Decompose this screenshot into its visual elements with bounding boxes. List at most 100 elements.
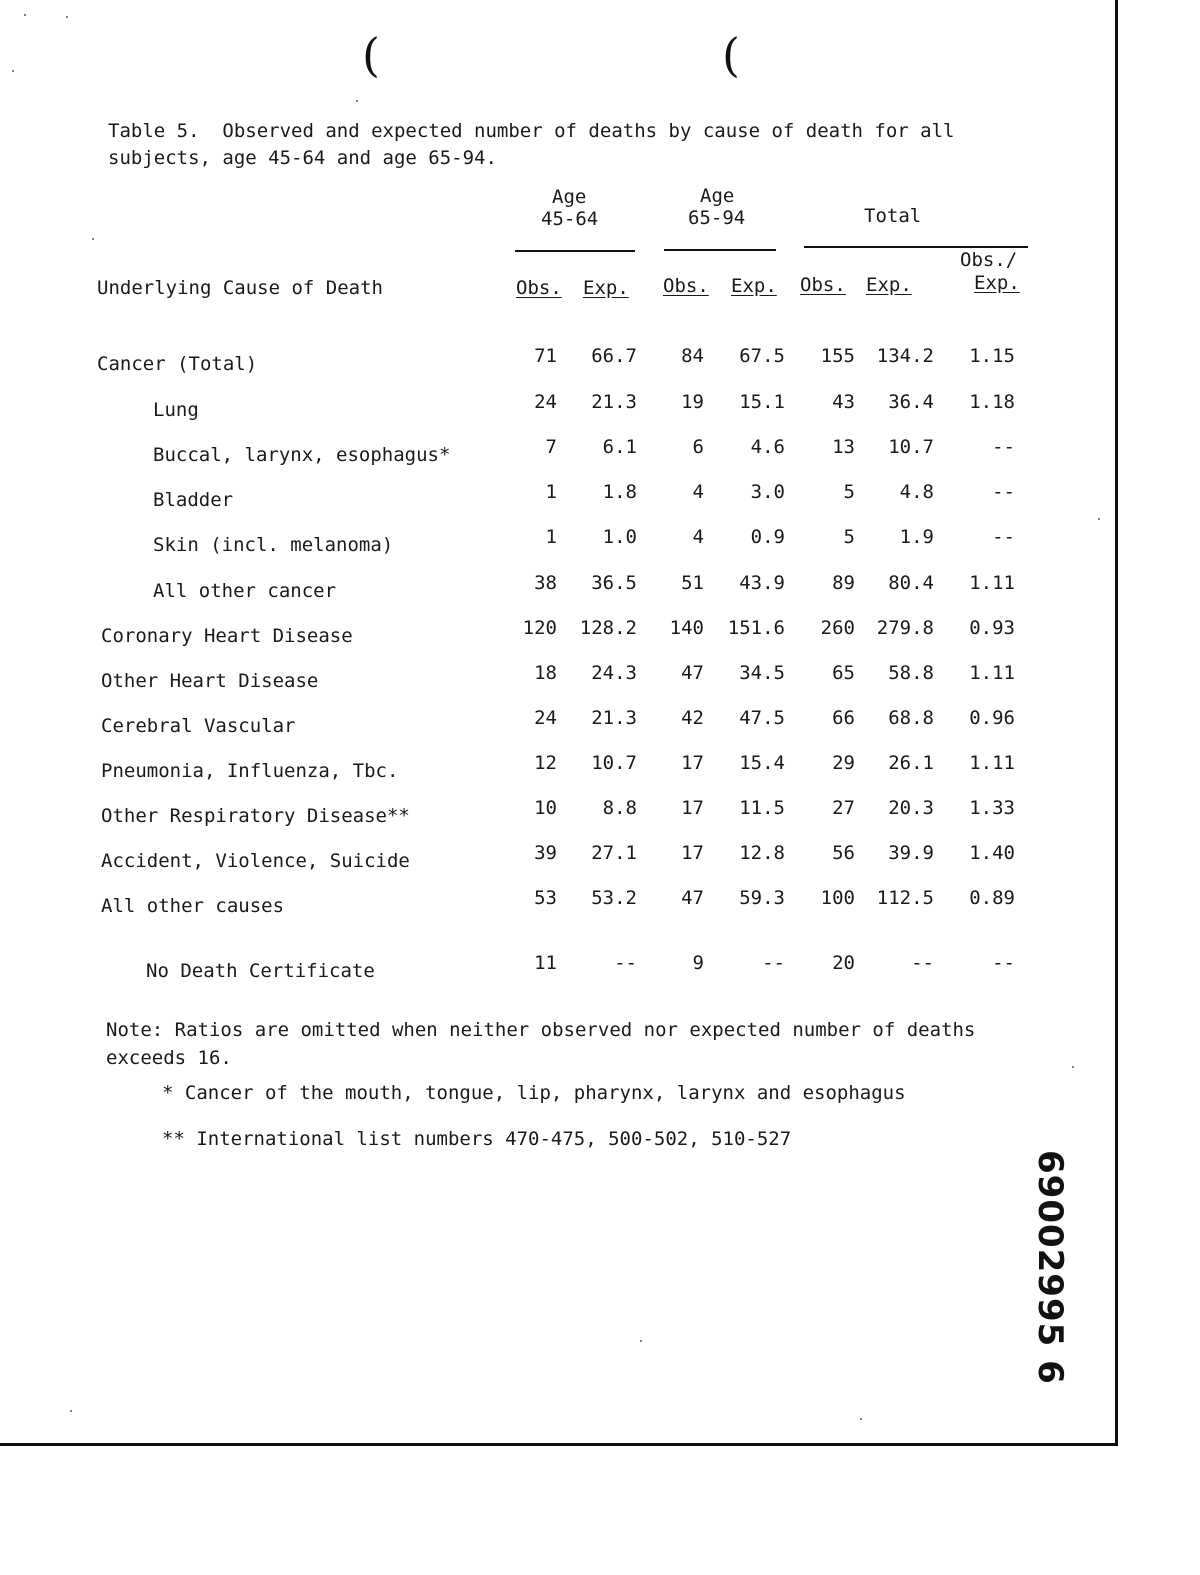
exp-age1-cell: 1.0: [602, 526, 637, 548]
exp-total-cell: 39.9: [888, 842, 934, 864]
obs-total-cell: 100: [820, 887, 855, 909]
header-age2-line1: Age: [700, 185, 735, 207]
ratio-cell: --: [992, 481, 1015, 503]
row-label: Accident, Violence, Suicide: [101, 850, 410, 872]
obs-age2-cell: 17: [681, 797, 704, 819]
header-obs-total: Obs.: [800, 274, 846, 296]
document-id-stamp: 69002995 6: [1030, 1150, 1070, 1385]
exp-total-cell: 10.7: [888, 436, 934, 458]
ratio-cell: 1.18: [969, 391, 1015, 413]
exp-age2-cell: 4.6: [750, 436, 785, 458]
binder-hole-mark-left: (: [362, 28, 380, 82]
obs-age1-cell: 11: [534, 952, 557, 974]
exp-total-cell: 20.3: [888, 797, 934, 819]
obs-total-cell: 5: [843, 481, 855, 503]
header-age1-line1: Age: [552, 186, 587, 208]
exp-age2-cell: 151.6: [727, 617, 785, 639]
exp-age2-cell: 15.4: [739, 752, 785, 774]
header-rule-age2: [664, 249, 776, 251]
obs-total-cell: 65: [832, 662, 855, 684]
exp-age1-cell: 27.1: [591, 842, 637, 864]
obs-age1-cell: 7: [545, 436, 557, 458]
ratio-cell: 0.93: [969, 617, 1015, 639]
row-label: Other Respiratory Disease**: [101, 805, 410, 827]
obs-age1-cell: 12: [534, 752, 557, 774]
exp-total-cell: 58.8: [888, 662, 934, 684]
scan-speck: [66, 16, 68, 18]
exp-total-cell: 1.9: [899, 526, 934, 548]
exp-total-cell: 279.8: [876, 617, 934, 639]
obs-total-cell: 5: [843, 526, 855, 548]
exp-age1-cell: 53.2: [591, 887, 637, 909]
scan-speck: [1098, 518, 1100, 520]
exp-total-cell: 68.8: [888, 707, 934, 729]
obs-age1-cell: 39: [534, 842, 557, 864]
exp-age2-cell: 15.1: [739, 391, 785, 413]
scan-speck: [70, 1410, 72, 1412]
obs-age1-cell: 24: [534, 707, 557, 729]
exp-age1-cell: 6.1: [602, 436, 637, 458]
exp-age1-cell: 10.7: [591, 752, 637, 774]
exp-age1-cell: --: [614, 952, 637, 974]
table-title: Table 5. Observed and expected number of…: [108, 120, 966, 169]
header-rule-total: [804, 246, 1028, 248]
obs-age2-cell: 17: [681, 842, 704, 864]
binder-hole-mark-right: (: [722, 28, 740, 82]
ratio-cell: 1.40: [969, 842, 1015, 864]
row-label: All other cancer: [153, 580, 337, 602]
header-ratio-line1: Obs./: [960, 249, 1018, 271]
obs-age1-cell: 120: [522, 617, 557, 639]
obs-total-cell: 155: [820, 345, 855, 367]
row-label: Cancer (Total): [97, 353, 258, 375]
header-age2-line2: 65-94: [688, 207, 746, 229]
obs-age2-cell: 17: [681, 752, 704, 774]
obs-age1-cell: 38: [534, 572, 557, 594]
obs-age1-cell: 10: [534, 797, 557, 819]
exp-age1-cell: 8.8: [602, 797, 637, 819]
exp-total-cell: 4.8: [899, 481, 934, 503]
obs-age2-cell: 42: [681, 707, 704, 729]
row-label: All other causes: [101, 895, 285, 917]
scan-speck: [24, 14, 26, 16]
header-exp-total: Exp.: [866, 274, 912, 296]
footnote-single-asterisk: * Cancer of the mouth, tongue, lip, phar…: [162, 1082, 906, 1104]
ratio-cell: 1.15: [969, 345, 1015, 367]
exp-total-cell: 80.4: [888, 572, 934, 594]
obs-age2-cell: 84: [681, 345, 704, 367]
obs-age2-cell: 47: [681, 887, 704, 909]
ratio-cell: 1.11: [969, 752, 1015, 774]
exp-age1-cell: 21.3: [591, 391, 637, 413]
exp-total-cell: 26.1: [888, 752, 934, 774]
header-obs-age2: Obs.: [663, 275, 709, 297]
table-note: Note: Ratios are omitted when neither ob…: [106, 1019, 987, 1069]
exp-age2-cell: 3.0: [750, 481, 785, 503]
obs-total-cell: 43: [832, 391, 855, 413]
ratio-cell: 0.89: [969, 887, 1015, 909]
obs-total-cell: 27: [832, 797, 855, 819]
header-obs-age1: Obs.: [516, 277, 562, 299]
ratio-cell: 0.96: [969, 707, 1015, 729]
obs-age1-cell: 53: [534, 887, 557, 909]
row-label: Buccal, larynx, esophagus*: [153, 444, 451, 466]
exp-age2-cell: 47.5: [739, 707, 785, 729]
footnote-double-asterisk: ** International list numbers 470-475, 5…: [162, 1128, 792, 1150]
exp-age2-cell: 43.9: [739, 572, 785, 594]
exp-age2-cell: 59.3: [739, 887, 785, 909]
row-label: No Death Certificate: [146, 960, 375, 982]
row-label: Coronary Heart Disease: [101, 625, 353, 647]
obs-age2-cell: 4: [692, 481, 704, 503]
header-ratio-line2: Exp.: [974, 272, 1020, 294]
row-label: Other Heart Disease: [101, 670, 319, 692]
obs-age1-cell: 18: [534, 662, 557, 684]
obs-age2-cell: 140: [669, 617, 704, 639]
obs-total-cell: 13: [832, 436, 855, 458]
document-page: ( ( Table 5. Observed and expected numbe…: [0, 0, 1118, 1446]
row-label: Lung: [153, 399, 199, 421]
ratio-cell: --: [992, 526, 1015, 548]
scan-speck: [860, 1418, 862, 1420]
exp-age1-cell: 128.2: [579, 617, 637, 639]
row-label: Bladder: [153, 489, 234, 511]
exp-total-cell: 134.2: [876, 345, 934, 367]
exp-age1-cell: 24.3: [591, 662, 637, 684]
header-age1-line2: 45-64: [541, 208, 599, 230]
